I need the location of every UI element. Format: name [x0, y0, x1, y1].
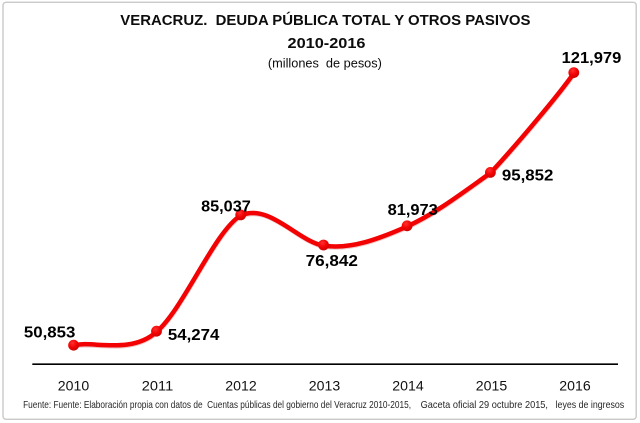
svg-text:leyes de ingresos: leyes de ingresos	[556, 400, 625, 411]
svg-text:Fuente: Fuente: Elaboración pr: Fuente: Fuente: Elaboración propia con d…	[23, 400, 411, 411]
svg-text:Gaceta oficial 29 octubre 2015: Gaceta oficial 29 octubre 2015,	[421, 400, 548, 411]
svg-text:2011: 2011	[142, 378, 173, 393]
svg-text:2010: 2010	[58, 378, 90, 393]
svg-text:VERACRUZ. DEUDA PÚBLICA TOTAL: VERACRUZ. DEUDA PÚBLICA TOTAL Y OTROS PA…	[120, 11, 530, 29]
svg-text:2010-2016: 2010-2016	[288, 36, 366, 52]
svg-text:2012: 2012	[225, 378, 256, 393]
svg-text:2016: 2016	[559, 378, 591, 393]
svg-text:76,842: 76,842	[306, 253, 358, 270]
svg-text:50,853: 50,853	[24, 324, 76, 341]
svg-text:85,037: 85,037	[201, 198, 251, 215]
svg-text:2015: 2015	[476, 378, 508, 393]
svg-text:(millones de pesos): (millones de pesos)	[268, 56, 382, 71]
svg-text:95,852: 95,852	[502, 168, 554, 185]
svg-text:121,979: 121,979	[562, 50, 622, 67]
svg-text:2013: 2013	[309, 378, 341, 393]
svg-text:2014: 2014	[392, 378, 424, 393]
svg-text:81,973: 81,973	[388, 202, 438, 219]
svg-text:54,274: 54,274	[168, 327, 220, 344]
